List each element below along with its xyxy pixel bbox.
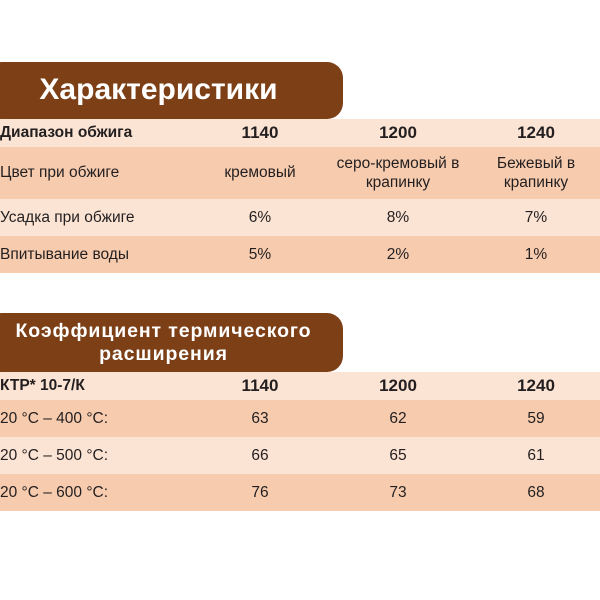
header-value-3: 1240 [517, 123, 555, 142]
row-value-2: 65 [389, 446, 407, 464]
section-title-characteristics: Характеристики [0, 62, 343, 119]
row-label: Впитывание воды [0, 245, 129, 263]
row-value-2: 73 [389, 483, 407, 501]
header-label: Диапазон обжига [0, 124, 133, 141]
section-characteristics: Характеристики Диапазон обжига 1140 1200… [0, 62, 600, 273]
row-value-1: 6% [248, 208, 272, 226]
section-title-thermal-expansion: Коэффициент термического расширения [0, 313, 343, 372]
row-label: 20 °C – 400 °C: [0, 409, 109, 427]
row-value-1: 76 [251, 483, 269, 501]
header-value-1: 1140 [241, 123, 279, 142]
row-label: Цвет при обжиге [0, 164, 120, 181]
row-value-2: 2% [386, 245, 410, 263]
section-title-text: Характеристики [39, 73, 278, 107]
section-thermal-expansion: Коэффициент термического расширения КТР*… [0, 313, 600, 511]
row-value-3: 68 [527, 483, 545, 501]
row-label: 20 °C – 500 °C: [0, 446, 109, 464]
table-row: 20 °C – 500 °C: 66 65 61 [0, 437, 600, 474]
row-value-3: 61 [527, 446, 545, 464]
row-value-3: 1% [524, 245, 548, 263]
table-row: Впитывание воды 5% 2% 1% [0, 236, 600, 273]
row-value-1: 63 [251, 409, 269, 427]
row-value-2: серо-кремовый в крапинку [336, 154, 460, 191]
header-value-1: 1140 [241, 376, 279, 395]
table-row: 20 °C – 400 °C: 63 62 59 [0, 400, 600, 437]
row-value-3: 59 [527, 409, 545, 427]
table-header-row: КТР* 10-7/К 1140 1200 1240 [0, 372, 600, 400]
table-header-row: Диапазон обжига 1140 1200 1240 [0, 119, 600, 147]
table-thermal-expansion: КТР* 10-7/К 1140 1200 1240 20 °C – 400 °… [0, 372, 600, 511]
header-value-3: 1240 [517, 376, 555, 395]
table-row: Усадка при обжиге 6% 8% 7% [0, 199, 600, 236]
row-value-1: 66 [251, 446, 269, 464]
row-label: Усадка при обжиге [0, 208, 135, 226]
header-value-2: 1200 [379, 376, 417, 395]
row-value-1: 5% [248, 245, 272, 263]
header-label: КТР* 10-7/К [0, 377, 85, 394]
row-value-1: кремовый [224, 164, 296, 182]
table-row: Цвет при обжиге кремовый серо-кремовый в… [0, 147, 600, 199]
row-value-3: 7% [524, 208, 548, 226]
row-value-2: 8% [386, 208, 410, 226]
section-title-text: Коэффициент термического расширения [15, 320, 312, 365]
row-value-3: Бежевый в крапинку [496, 154, 576, 191]
table-row: 20 °C – 600 °C: 76 73 68 [0, 474, 600, 511]
table-characteristics: Диапазон обжига 1140 1200 1240 Цвет при … [0, 119, 600, 273]
header-value-2: 1200 [379, 123, 417, 142]
row-label: 20 °C – 600 °C: [0, 483, 109, 501]
row-value-2: 62 [389, 409, 407, 427]
